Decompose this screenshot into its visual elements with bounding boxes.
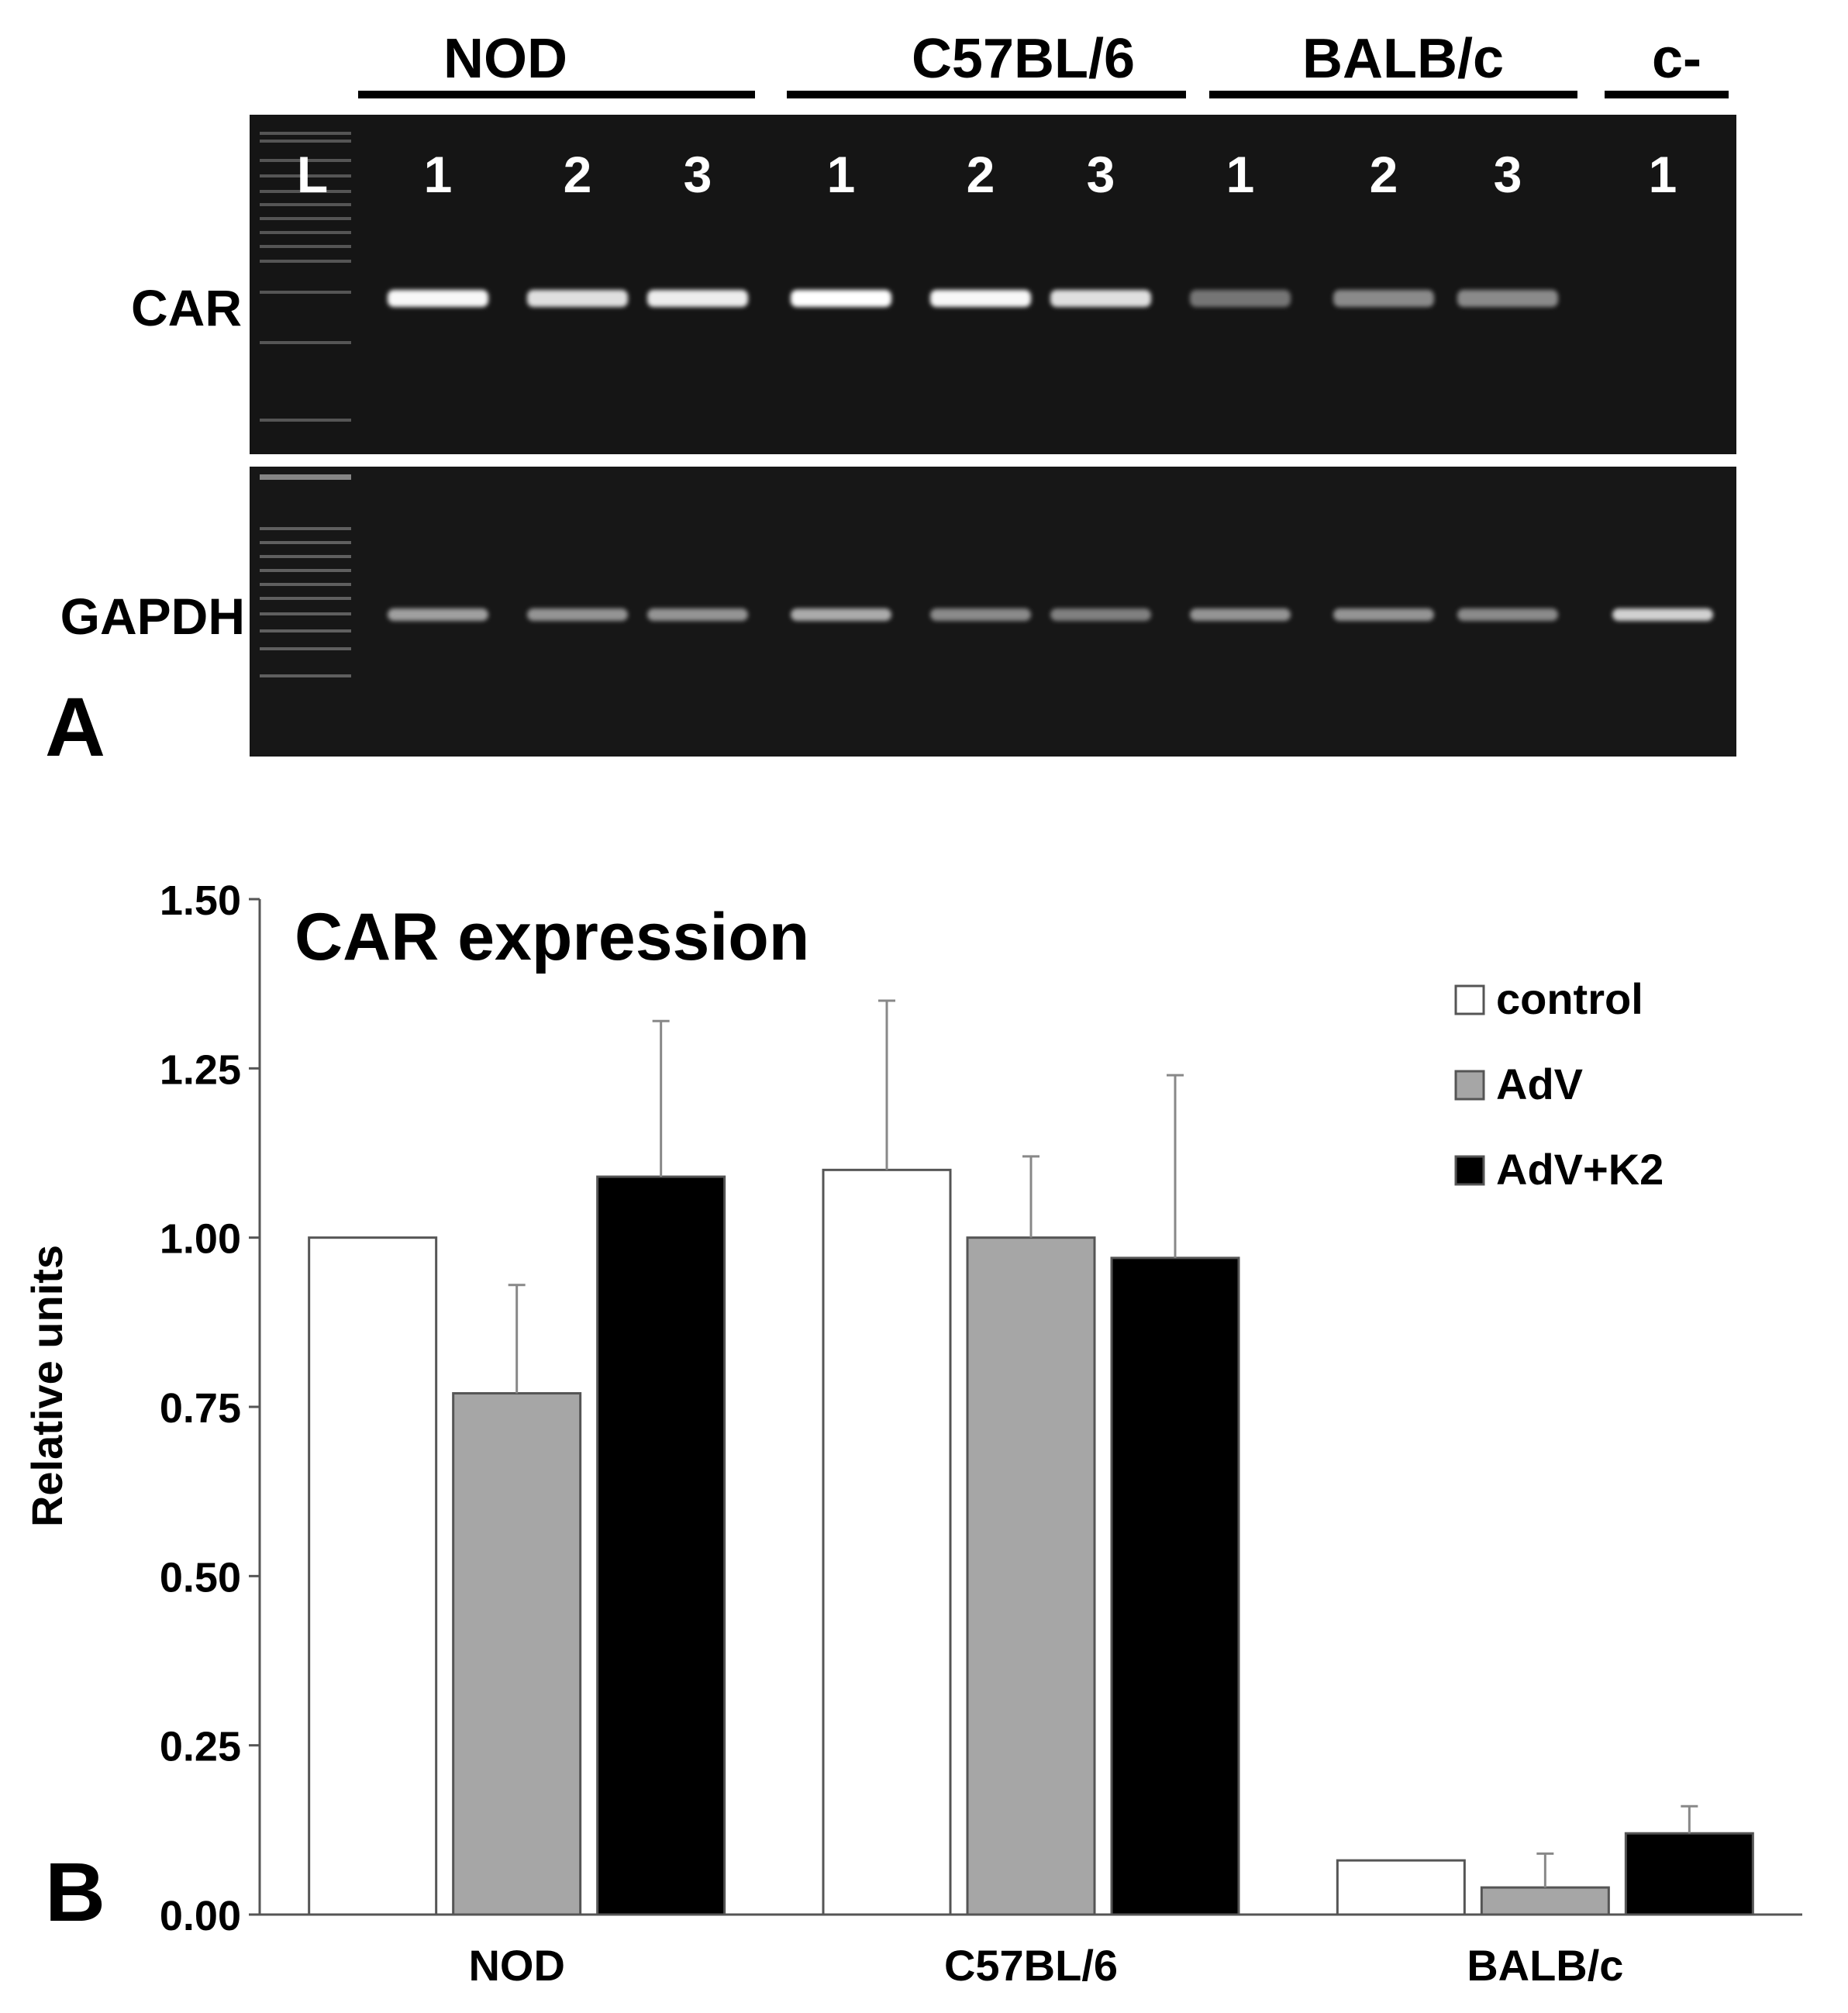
y-tick-label: 0.00 bbox=[160, 1893, 241, 1939]
panel-label-a: A bbox=[45, 680, 105, 774]
ladder-band bbox=[260, 647, 351, 650]
legend: control AdV AdV+K2 bbox=[1454, 974, 1664, 1194]
gel-band bbox=[1050, 290, 1151, 307]
ladder-band bbox=[260, 597, 351, 600]
ladder-band bbox=[260, 569, 351, 572]
lane-number: 3 bbox=[1087, 146, 1115, 203]
legend-swatch bbox=[1454, 1155, 1485, 1186]
lane-number: 1 bbox=[827, 146, 856, 203]
chart-title: CAR expression bbox=[295, 900, 809, 974]
y-tick-label: 1.25 bbox=[160, 1046, 241, 1093]
gel-band bbox=[1333, 608, 1434, 621]
x-tick-label: C57BL/6 bbox=[944, 1941, 1118, 1990]
bar bbox=[596, 1175, 726, 1916]
x-tick-label: NOD bbox=[468, 1941, 564, 1990]
gel-band bbox=[388, 608, 488, 621]
x-tick-label: BALB/c bbox=[1467, 1941, 1623, 1990]
lane-number: 1 bbox=[424, 146, 453, 203]
ladder-band bbox=[260, 174, 351, 178]
bar bbox=[1624, 1832, 1754, 1916]
gel-band bbox=[388, 290, 488, 307]
ladder-band bbox=[260, 612, 351, 615]
y-tick-label: 0.75 bbox=[160, 1385, 241, 1432]
lane-number: 3 bbox=[1494, 146, 1522, 203]
ladder-label: L bbox=[297, 146, 328, 203]
ladder-band bbox=[260, 527, 351, 530]
bar bbox=[308, 1236, 438, 1916]
bar bbox=[1110, 1256, 1240, 1916]
gel-panel: 1 2 3 1 2 3 1 2 3 1 NOD C57BL/6 BALB/c c- L CAR G… bbox=[45, 28, 1736, 774]
lane-number: 3 bbox=[684, 146, 712, 203]
legend-label: AdV bbox=[1496, 1060, 1583, 1108]
ladder-band bbox=[260, 674, 351, 677]
ladder-band bbox=[260, 159, 351, 162]
y-tick-label: 0.50 bbox=[160, 1554, 241, 1601]
y-axis-label: Relative units bbox=[22, 1245, 71, 1527]
ladder-band bbox=[260, 291, 351, 294]
gel-band bbox=[930, 290, 1031, 307]
legend-label: AdV+K2 bbox=[1496, 1145, 1664, 1194]
group-bar-control bbox=[1605, 91, 1729, 98]
group-label-control: c- bbox=[1652, 28, 1701, 90]
lane-number: 1 bbox=[1649, 146, 1677, 203]
legend-swatch bbox=[1454, 1070, 1485, 1101]
gel-band bbox=[1457, 608, 1558, 621]
gel-band bbox=[1612, 608, 1713, 621]
lane-number: 2 bbox=[564, 146, 592, 203]
lane-number: 2 bbox=[1370, 146, 1398, 203]
gel-band bbox=[647, 608, 748, 621]
group-label-c57bl6: C57BL/6 bbox=[912, 28, 1135, 90]
ladder-band bbox=[260, 217, 351, 220]
gel-band bbox=[930, 608, 1031, 621]
legend-swatch bbox=[1454, 984, 1485, 1015]
gel-band bbox=[791, 290, 891, 307]
ladder-band bbox=[260, 140, 351, 143]
gel-band bbox=[527, 290, 628, 307]
bar bbox=[822, 1168, 952, 1916]
ladder-band bbox=[260, 341, 351, 344]
legend-label: control bbox=[1496, 974, 1643, 1023]
y-tick-label: 1.00 bbox=[160, 1216, 241, 1263]
ladder-band bbox=[260, 260, 351, 263]
ladder-band bbox=[260, 203, 351, 206]
gel-band bbox=[1333, 290, 1434, 307]
ladder-band bbox=[260, 245, 351, 248]
group-bar-nod bbox=[358, 91, 755, 98]
group-label-balbc: BALB/c bbox=[1302, 28, 1504, 90]
lane-number: 2 bbox=[967, 146, 995, 203]
ladder-band bbox=[260, 629, 351, 633]
gel-band bbox=[527, 608, 628, 621]
group-bar-balbc bbox=[1209, 91, 1577, 98]
ladder-band bbox=[260, 190, 351, 193]
panel-label-b: B bbox=[45, 1845, 105, 1939]
group-bar-c57bl6 bbox=[787, 91, 1186, 98]
gel-band bbox=[647, 290, 748, 307]
gel-band bbox=[1190, 608, 1291, 621]
ladder-band bbox=[260, 555, 351, 558]
gel-label-gapdh: GAPDH bbox=[60, 588, 245, 645]
gel-band bbox=[1457, 290, 1558, 307]
gel-label-car: CAR bbox=[131, 279, 242, 336]
gel-band bbox=[791, 608, 891, 621]
y-tick-label: 1.50 bbox=[160, 877, 241, 924]
lane-number: 1 bbox=[1226, 146, 1255, 203]
bar bbox=[452, 1392, 582, 1916]
bar bbox=[1336, 1859, 1466, 1916]
ladder-band bbox=[260, 583, 351, 586]
ladder-band bbox=[260, 132, 351, 135]
ladder-band bbox=[260, 474, 351, 480]
bar bbox=[1480, 1886, 1610, 1916]
group-label-nod: NOD bbox=[443, 28, 567, 90]
gel-band bbox=[1190, 290, 1291, 307]
ladder-band bbox=[260, 231, 351, 234]
gel-band bbox=[1050, 608, 1151, 621]
ladder-band bbox=[260, 541, 351, 544]
bar bbox=[966, 1236, 1096, 1916]
ladder-band bbox=[260, 419, 351, 422]
car-gel bbox=[250, 115, 1736, 454]
y-tick-label: 0.25 bbox=[160, 1724, 241, 1770]
